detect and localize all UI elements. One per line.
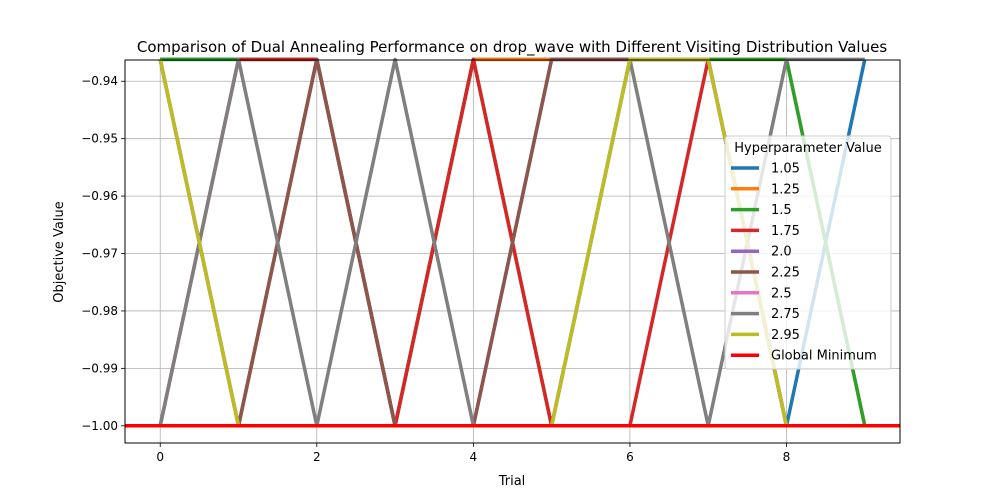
x-axis: 0 2 4 6 8 xyxy=(156,443,790,464)
legend-box xyxy=(724,135,892,370)
legend-entries: 1.05 1.25 1.5 1.75 2.0 2.25 2.5 2.75 2.95 Global … xyxy=(731,162,877,364)
y-axis: −0.94 −0.95 −0.96 −0.97 −0.98 −0.99 −1.00 xyxy=(81,74,125,433)
legend-label: 2.95 xyxy=(771,328,800,343)
x-tick-label: 2 xyxy=(313,450,321,464)
legend-label: 2.25 xyxy=(771,266,800,281)
y-tick-label: −0.97 xyxy=(81,247,118,261)
y-tick-label: −0.99 xyxy=(81,361,118,375)
y-tick-label: −0.94 xyxy=(81,74,118,88)
legend-label: 2.5 xyxy=(771,286,792,301)
y-tick-label: −0.96 xyxy=(81,189,118,203)
plot-frame xyxy=(124,59,901,444)
y-tick-label: −0.95 xyxy=(81,132,118,146)
y-axis-label: Objective Value xyxy=(52,201,67,302)
legend-label: 1.5 xyxy=(771,203,792,218)
legend-label: 1.25 xyxy=(771,182,800,197)
legend-label: 1.05 xyxy=(771,162,800,177)
x-tick-label: 0 xyxy=(156,450,164,464)
x-axis-label: Trial xyxy=(498,474,526,489)
x-tick-label: 4 xyxy=(470,450,478,464)
legend-title: Hyperparameter Value xyxy=(734,141,882,156)
legend: Hyperparameter Value 1.05 1.25 1.5 1.75 2.0 2… xyxy=(724,135,892,370)
legend-label: 2.75 xyxy=(771,307,800,322)
chart-title: Comparison of Dual Annealing Performance… xyxy=(137,38,887,57)
legend-label: 1.75 xyxy=(771,224,800,239)
y-tick-label: −0.98 xyxy=(81,304,118,318)
legend-label: Global Minimum xyxy=(771,349,877,364)
x-tick-label: 8 xyxy=(783,450,791,464)
y-tick-label: −1.00 xyxy=(81,419,118,433)
x-tick-label: 6 xyxy=(626,450,634,464)
legend-label: 2.0 xyxy=(771,245,792,260)
